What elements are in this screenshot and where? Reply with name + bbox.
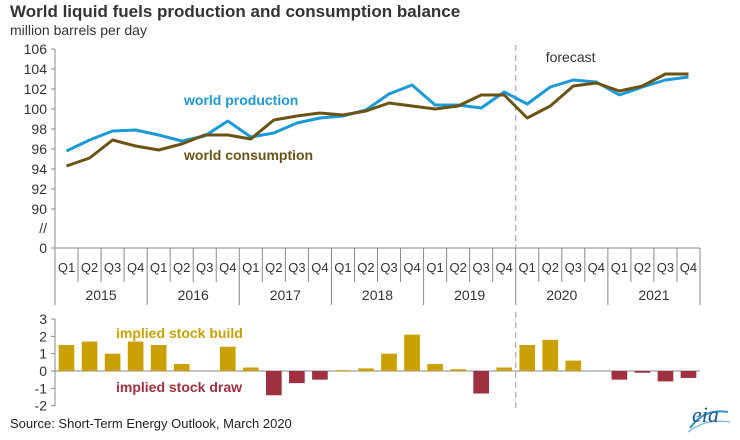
bar-y-tick-label: 1 [39,346,47,362]
x-tick-label: Q3 [196,260,213,275]
x-tick-label: Q2 [265,260,282,275]
x-tick-label: Q4 [311,260,328,275]
stock-draw-bar [266,371,282,396]
bar-y-tick-label: 3 [39,311,47,327]
stock-build-bar [242,367,259,371]
x-tick-label: Q2 [634,260,651,275]
x-tick-label: Q4 [127,260,144,275]
x-tick-label: Q1 [611,260,628,275]
stock-build-bar [496,367,513,371]
stock-draw-bar [473,371,489,394]
x-tick-label: Q2 [357,260,374,275]
stock-build-bar [335,370,351,372]
stock-build-bar [58,345,75,371]
stock-build-bar [404,334,420,371]
x-tick-label: Q3 [657,260,674,275]
y-tick-label: 92 [31,181,47,197]
x-tick-label: Q3 [288,260,305,275]
x-tick-label: Q4 [496,260,513,275]
year-label: 2021 [638,287,669,303]
stock-build-bar [81,341,98,371]
x-tick-label: Q3 [472,260,489,275]
x-tick-label: Q4 [403,260,420,275]
eia-logo-text: eia [692,402,719,427]
x-tick-label: Q1 [519,260,536,275]
eia-logo-icon [687,410,731,433]
bar-y-tick-label: 2 [39,328,47,344]
x-tick-label: Q2 [542,260,559,275]
y-tick-label: 100 [24,101,48,117]
y-tick-label-zero: 0 [39,240,47,256]
x-tick-label: Q2 [173,260,190,275]
chart-subtitle: million barrels per day [10,22,147,38]
year-label: 2018 [362,287,393,303]
x-tick-label: Q3 [380,260,397,275]
y-tick-label: 94 [31,161,47,177]
year-label: 2019 [454,287,485,303]
x-tick-label: Q1 [58,260,75,275]
stock-build-label: implied stock build [116,325,243,341]
stock-build-bar [542,339,559,371]
y-tick-label: 96 [31,141,47,157]
x-tick-label: Q3 [104,260,121,275]
stock-build-bar [173,364,190,371]
y-tick-label: 98 [31,121,47,137]
stock-build-bar [150,345,167,371]
stock-build-bar [127,341,144,371]
stock-draw-bar [312,371,328,380]
year-label: 2016 [178,287,209,303]
year-label: 2015 [85,287,116,303]
x-tick-label: Q3 [565,260,582,275]
x-tick-label: Q4 [680,260,697,275]
bar-y-tick-label: -2 [35,398,48,414]
year-label: 2020 [546,287,577,303]
x-tick-label: Q1 [242,260,259,275]
source-note: Source: Short-Term Energy Outlook, March… [10,416,292,431]
chart-title: World liquid fuels production and consum… [10,2,461,21]
axis-break-label: // [39,220,47,236]
x-tick-label: Q4 [588,260,605,275]
x-tick-label: Q2 [81,260,98,275]
x-tick-label: Q1 [150,260,167,275]
stock-build-bar [519,345,536,371]
stock-build-bar [104,353,121,371]
y-tick-label: 104 [24,61,48,77]
stock-build-bar [219,346,236,371]
stock-draw-bar [680,371,697,378]
stock-draw-bar [657,371,674,382]
stock-build-bar [450,369,466,371]
year-label: 2017 [270,287,301,303]
consumption-series-label: world consumption [183,147,313,163]
production-line [65,75,689,153]
bar-y-tick-label: -1 [35,380,48,396]
x-tick-label: Q4 [219,260,236,275]
stock-draw-bar [289,371,305,384]
consumption-line [66,72,689,168]
stock-build-bar [381,353,397,371]
stock-draw-bar [634,371,651,373]
stock-build-bar [565,360,582,371]
y-tick-label: 102 [24,81,48,97]
y-tick-label: 90 [31,201,47,217]
x-tick-label: Q2 [449,260,466,275]
stock-draw-label: implied stock draw [116,379,242,395]
bar-y-tick-label: 0 [39,363,47,379]
x-tick-label: Q1 [334,260,351,275]
y-tick-label: 106 [24,41,48,57]
stock-build-bar [427,364,443,371]
forecast-label: forecast [546,49,596,65]
x-tick-label: Q1 [426,260,443,275]
stock-build-bar [358,368,374,371]
production-series-label: world production [183,92,298,108]
stock-draw-bar [611,371,628,380]
